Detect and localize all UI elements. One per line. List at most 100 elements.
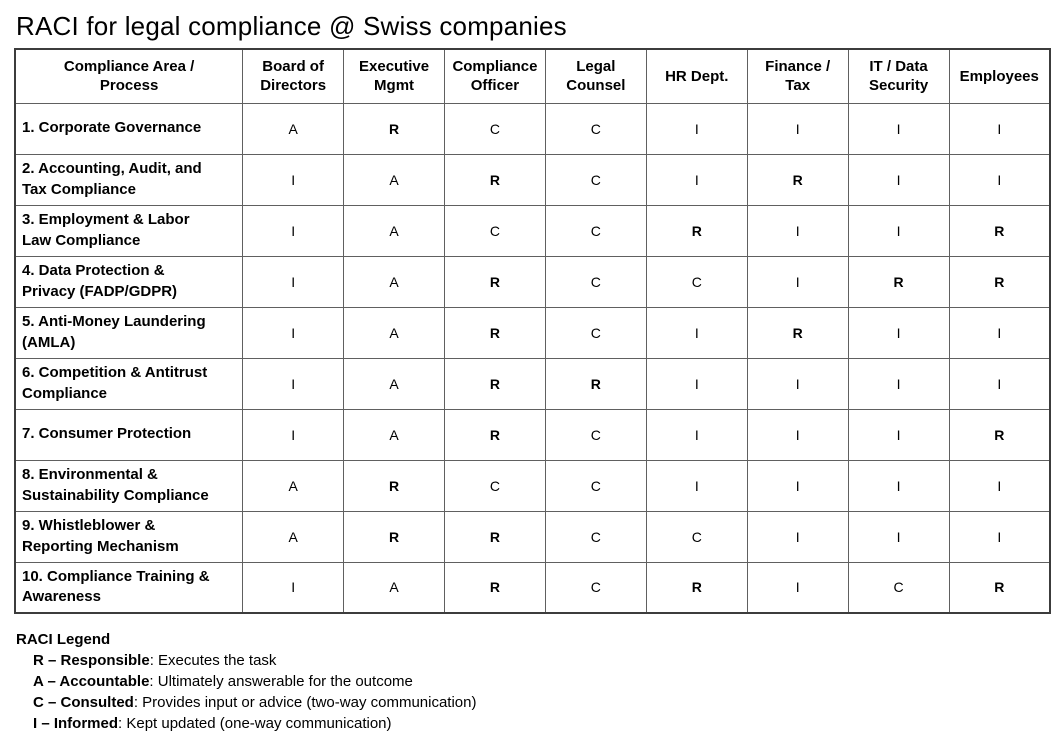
column-header-compliance-area: Compliance Area / Process [14,48,244,104]
raci-cell: A [343,255,445,308]
column-header-legal-counsel: Legal Counsel [544,48,647,104]
raci-cell: R [645,561,748,614]
raci-cell: I [948,306,1051,359]
raci-cell: A [343,204,445,257]
legend-term: A – Accountable [33,673,150,690]
raci-cell: I [847,510,950,563]
raci-cell: I [242,357,345,410]
raci-cell: I [242,255,345,308]
raci-cell: C [444,459,546,512]
raci-cell: I [242,306,345,359]
column-header-employees: Employees [948,48,1051,104]
table-row: 7. Consumer Protection I A R C I I I R [14,408,1051,461]
column-header-executive-mgmt: Executive Mgmt [343,48,445,104]
raci-cell: C [544,102,647,155]
legend-description: : Kept updated (one-way communication) [118,715,392,732]
raci-cell: R [343,102,445,155]
table-row: 1. Corporate Governance A R C C I I I I [14,102,1051,155]
table-row: 3. Employment & Labor Law Compliance I A C C… [14,204,1051,257]
raci-cell: A [242,459,345,512]
raci-cell: I [645,357,748,410]
raci-cell: C [645,510,748,563]
raci-cell: R [444,561,546,614]
raci-cell: I [746,204,849,257]
raci-cell: A [343,561,445,614]
raci-cell: A [242,102,345,155]
raci-cell: R [645,204,748,257]
raci-cell: I [948,459,1051,512]
raci-cell: I [645,102,748,155]
raci-cell: R [343,459,445,512]
raci-cell: I [746,561,849,614]
raci-cell: C [847,561,950,614]
raci-cell: I [746,357,849,410]
legend-item: C – Consulted: Provides input or advice … [16,692,1051,713]
raci-cell: I [847,204,950,257]
table-row: 6. Competition & Antitrust Compliance I A R… [14,357,1051,410]
raci-cell: I [645,153,748,206]
raci-cell: R [948,561,1051,614]
raci-cell: I [645,306,748,359]
column-header-hr-dept: HR Dept. [645,48,748,104]
raci-cell: I [847,153,950,206]
raci-cell: I [948,102,1051,155]
raci-cell: A [343,306,445,359]
raci-matrix-table: Compliance Area / Process Board of Direc… [14,48,1051,614]
raci-cell: I [746,510,849,563]
compliance-area-cell: 6. Competition & Antitrust Compliance [14,357,244,410]
raci-cell: A [242,510,345,563]
raci-cell: R [444,510,546,563]
raci-cell: R [544,357,647,410]
legend-term: R – Responsible [33,652,150,669]
raci-cell: C [544,408,647,461]
raci-cell: R [444,255,546,308]
table-row: 9. Whistleblower & Reporting Mechanism A R… [14,510,1051,563]
legend-item: I – Informed: Kept updated (one-way comm… [16,713,1051,734]
raci-legend: RACI Legend R – Responsible: Executes th… [16,629,1051,734]
raci-cell: A [343,357,445,410]
raci-cell: I [746,408,849,461]
legend-term: C – Consulted [33,694,134,711]
legend-description: : Executes the task [149,652,277,669]
column-header-it-data-security: IT / Data Security [847,48,950,104]
raci-cell: I [948,510,1051,563]
raci-cell: C [544,255,647,308]
raci-cell: I [242,153,345,206]
compliance-area-cell: 10. Compliance Training & Awareness [14,561,244,614]
compliance-area-cell: 3. Employment & Labor Law Compliance [14,204,244,257]
raci-cell: C [544,204,647,257]
raci-cell: C [544,306,647,359]
raci-cell: R [444,306,546,359]
raci-cell: C [544,153,647,206]
raci-cell: R [948,204,1051,257]
raci-cell: R [948,408,1051,461]
compliance-area-cell: 7. Consumer Protection [14,408,244,461]
compliance-area-cell: 1. Corporate Governance [14,102,244,155]
raci-cell: I [242,561,345,614]
compliance-area-cell: 9. Whistleblower & Reporting Mechanism [14,510,244,563]
compliance-area-cell: 8. Environmental & Sustainability Compli… [14,459,244,512]
raci-cell: I [847,357,950,410]
table-row: 10. Compliance Training & Awareness I A R C R… [14,561,1051,614]
raci-cell: C [645,255,748,308]
raci-cell: C [444,102,546,155]
raci-cell: R [444,153,546,206]
compliance-area-cell: 5. Anti-Money Laundering (AMLA) [14,306,244,359]
raci-cell: R [444,408,546,461]
raci-cell: I [645,408,748,461]
raci-cell: R [746,153,849,206]
raci-cell: R [948,255,1051,308]
raci-cell: A [343,408,445,461]
raci-cell: I [746,459,849,512]
raci-cell: R [343,510,445,563]
raci-cell: I [948,357,1051,410]
legend-heading: RACI Legend [16,631,111,648]
raci-cell: I [847,102,950,155]
raci-cell: I [948,153,1051,206]
compliance-area-cell: 4. Data Protection & Privacy (FADP/GDPR) [14,255,244,308]
column-header-compliance-officer: Compliance Officer [444,48,546,104]
legend-items: R – Responsible: Executes the task A – Ac… [16,650,1051,734]
table-row: 8. Environmental & Sustainability Compli… [14,459,1051,512]
raci-cell: C [544,459,647,512]
